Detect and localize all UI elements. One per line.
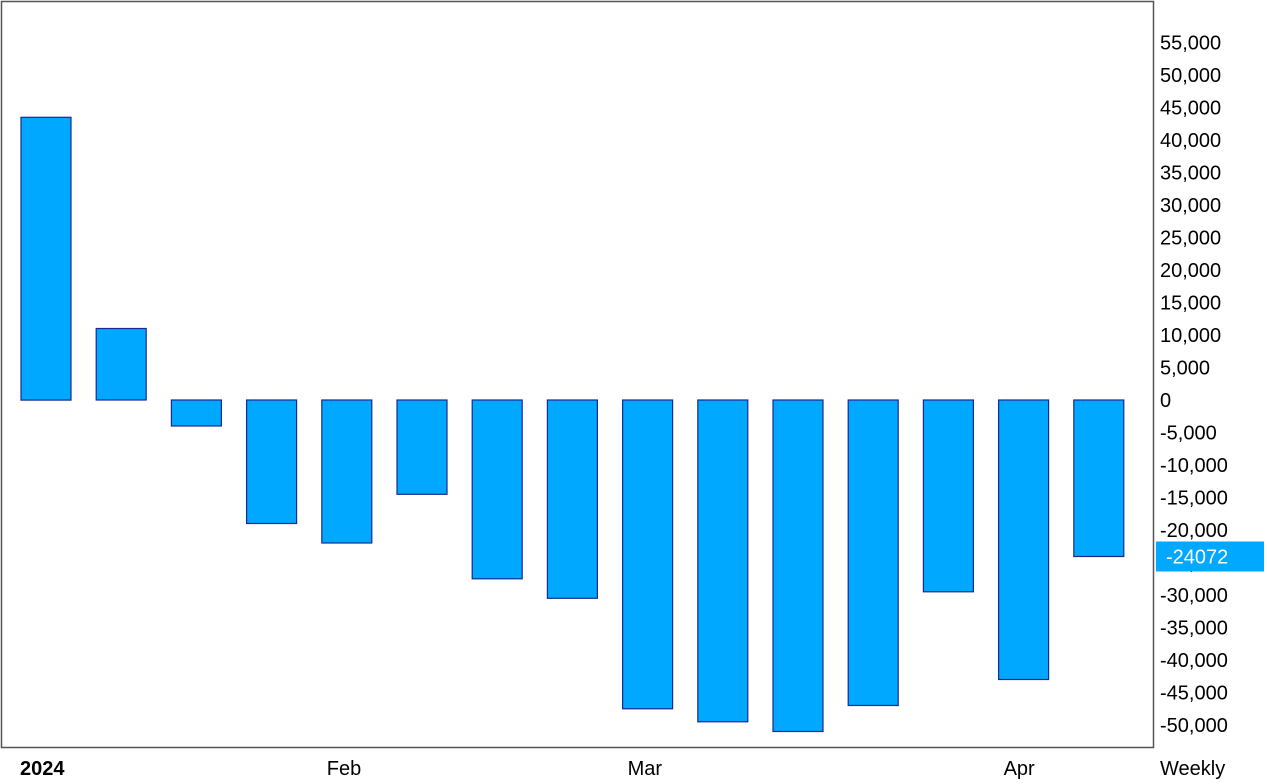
bar-10 bbox=[697, 399, 749, 723]
x-tick-label: Mar bbox=[628, 758, 663, 780]
y-tick-label: -50,000 bbox=[1160, 715, 1228, 737]
y-tick-label: -40,000 bbox=[1160, 650, 1228, 672]
last-value-badge bbox=[1156, 541, 1264, 572]
y-axis: 55,000 50,000 45,000 40,000 35,000 30,000 25,0… bbox=[1160, 33, 1228, 738]
bar-5 bbox=[321, 399, 373, 544]
bar-4 bbox=[246, 399, 298, 525]
y-tick-label: 5,000 bbox=[1160, 358, 1210, 380]
bar-15 bbox=[1073, 399, 1125, 558]
bar-9 bbox=[621, 399, 674, 710]
y-tick-label: -15,000 bbox=[1160, 488, 1228, 510]
y-tick-label: 30,000 bbox=[1160, 195, 1221, 217]
y-tick-label: 40,000 bbox=[1160, 130, 1221, 152]
y-tick-label: 55,000 bbox=[1160, 33, 1221, 55]
last-value-marker: -24072 bbox=[1156, 541, 1264, 572]
bars-layer bbox=[20, 116, 1125, 733]
y-tick-label: -30,000 bbox=[1160, 585, 1228, 607]
y-tick-label: 45,000 bbox=[1160, 98, 1221, 120]
last-value-text: -24072 bbox=[1166, 547, 1228, 569]
y-tick-label: 10,000 bbox=[1160, 325, 1221, 347]
bar-7 bbox=[471, 399, 523, 580]
y-tick-label: -35,000 bbox=[1160, 618, 1228, 640]
y-tick-label: -5,000 bbox=[1160, 423, 1217, 445]
bar-13 bbox=[922, 399, 975, 593]
y-tick-label: 50,000 bbox=[1160, 65, 1221, 87]
x-axis: 2024 Feb Mar Apr Weekly bbox=[20, 758, 1225, 780]
bar-14 bbox=[997, 399, 1050, 681]
y-tick-label: 0 bbox=[1160, 390, 1171, 412]
bar-2 bbox=[95, 327, 147, 401]
bar-8 bbox=[546, 399, 599, 599]
y-tick-label: 25,000 bbox=[1160, 228, 1221, 250]
bar-11 bbox=[772, 399, 824, 733]
bar-6 bbox=[396, 399, 448, 495]
y-tick-label: 35,000 bbox=[1160, 163, 1221, 185]
period-label: Weekly bbox=[1160, 758, 1225, 780]
y-tick-label: 20,000 bbox=[1160, 260, 1221, 282]
bar-1 bbox=[20, 116, 72, 401]
x-tick-label: Feb bbox=[327, 758, 361, 780]
y-tick-label: -45,000 bbox=[1160, 683, 1228, 705]
y-tick-label: -10,000 bbox=[1160, 455, 1228, 477]
y-tick-label: -20,000 bbox=[1160, 520, 1228, 542]
x-tick-label: 2024 bbox=[20, 758, 65, 780]
bar-12 bbox=[847, 399, 899, 707]
plot-area-frame bbox=[0, 0, 1155, 749]
x-tick-label: Apr bbox=[1004, 758, 1035, 780]
bar-3 bbox=[170, 399, 222, 427]
y-tick-label: 15,000 bbox=[1160, 293, 1221, 315]
